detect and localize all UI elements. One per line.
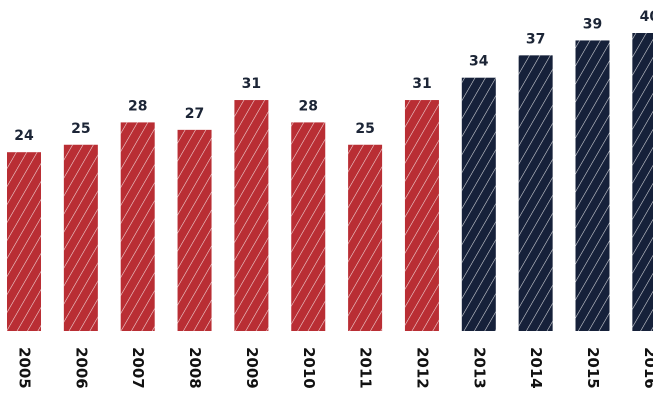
x-tick-label-2005: 2005 [16,347,34,389]
x-tick-label-2013: 2013 [470,347,488,389]
x-tick-label-2009: 2009 [243,347,261,389]
value-label-2013: 34 [469,54,489,70]
bar-hatch-2015 [575,40,610,331]
value-label-2007: 28 [128,98,147,114]
x-tick-label-2011: 2011 [357,347,375,389]
x-tick-label-2006: 2006 [72,347,90,389]
value-labels-layer: 24 25 28 27 31 28 25 31 34 37 39 40 [14,9,653,144]
value-label-2008: 27 [185,106,204,122]
bar-hatch-2012 [404,100,439,331]
bar-hatch-2010 [291,122,326,332]
value-label-2015: 39 [583,16,602,32]
bar-hatch-2013 [461,77,496,331]
value-label-2006: 25 [71,121,90,137]
value-label-2016: 40 [640,9,653,25]
hatch-layer [7,33,653,332]
value-label-2009: 31 [242,76,261,92]
bar-hatch-2005 [7,152,41,331]
bar-hatch-2009 [234,100,269,331]
x-tick-label-2008: 2008 [186,347,204,389]
value-label-2010: 28 [299,98,318,114]
bars-layer [7,33,653,332]
value-label-2012: 31 [412,76,431,92]
bar-hatch-2006 [63,144,98,331]
x-tick-label-2015: 2015 [584,347,602,389]
bar-hatch-2008 [177,129,212,331]
bar-hatch-2014 [518,55,553,331]
value-label-2005: 24 [14,128,34,144]
x-tick-label-2010: 2010 [300,347,318,389]
x-tick-label-2007: 2007 [129,347,147,389]
bar-hatch-2016 [632,33,653,331]
x-tick-label-2014: 2014 [527,347,545,389]
bar-hatch-2011 [348,144,383,331]
value-label-2014: 37 [526,31,545,47]
bar-hatch-2007 [120,122,155,332]
x-tick-label-2012: 2012 [413,347,431,389]
value-label-2011: 25 [355,121,374,137]
x-tick-labels: 2005 2006 2007 2008 2009 2010 2011 2012 2013 2014… [16,347,653,389]
x-tick-label-2016: 2016 [641,347,653,389]
